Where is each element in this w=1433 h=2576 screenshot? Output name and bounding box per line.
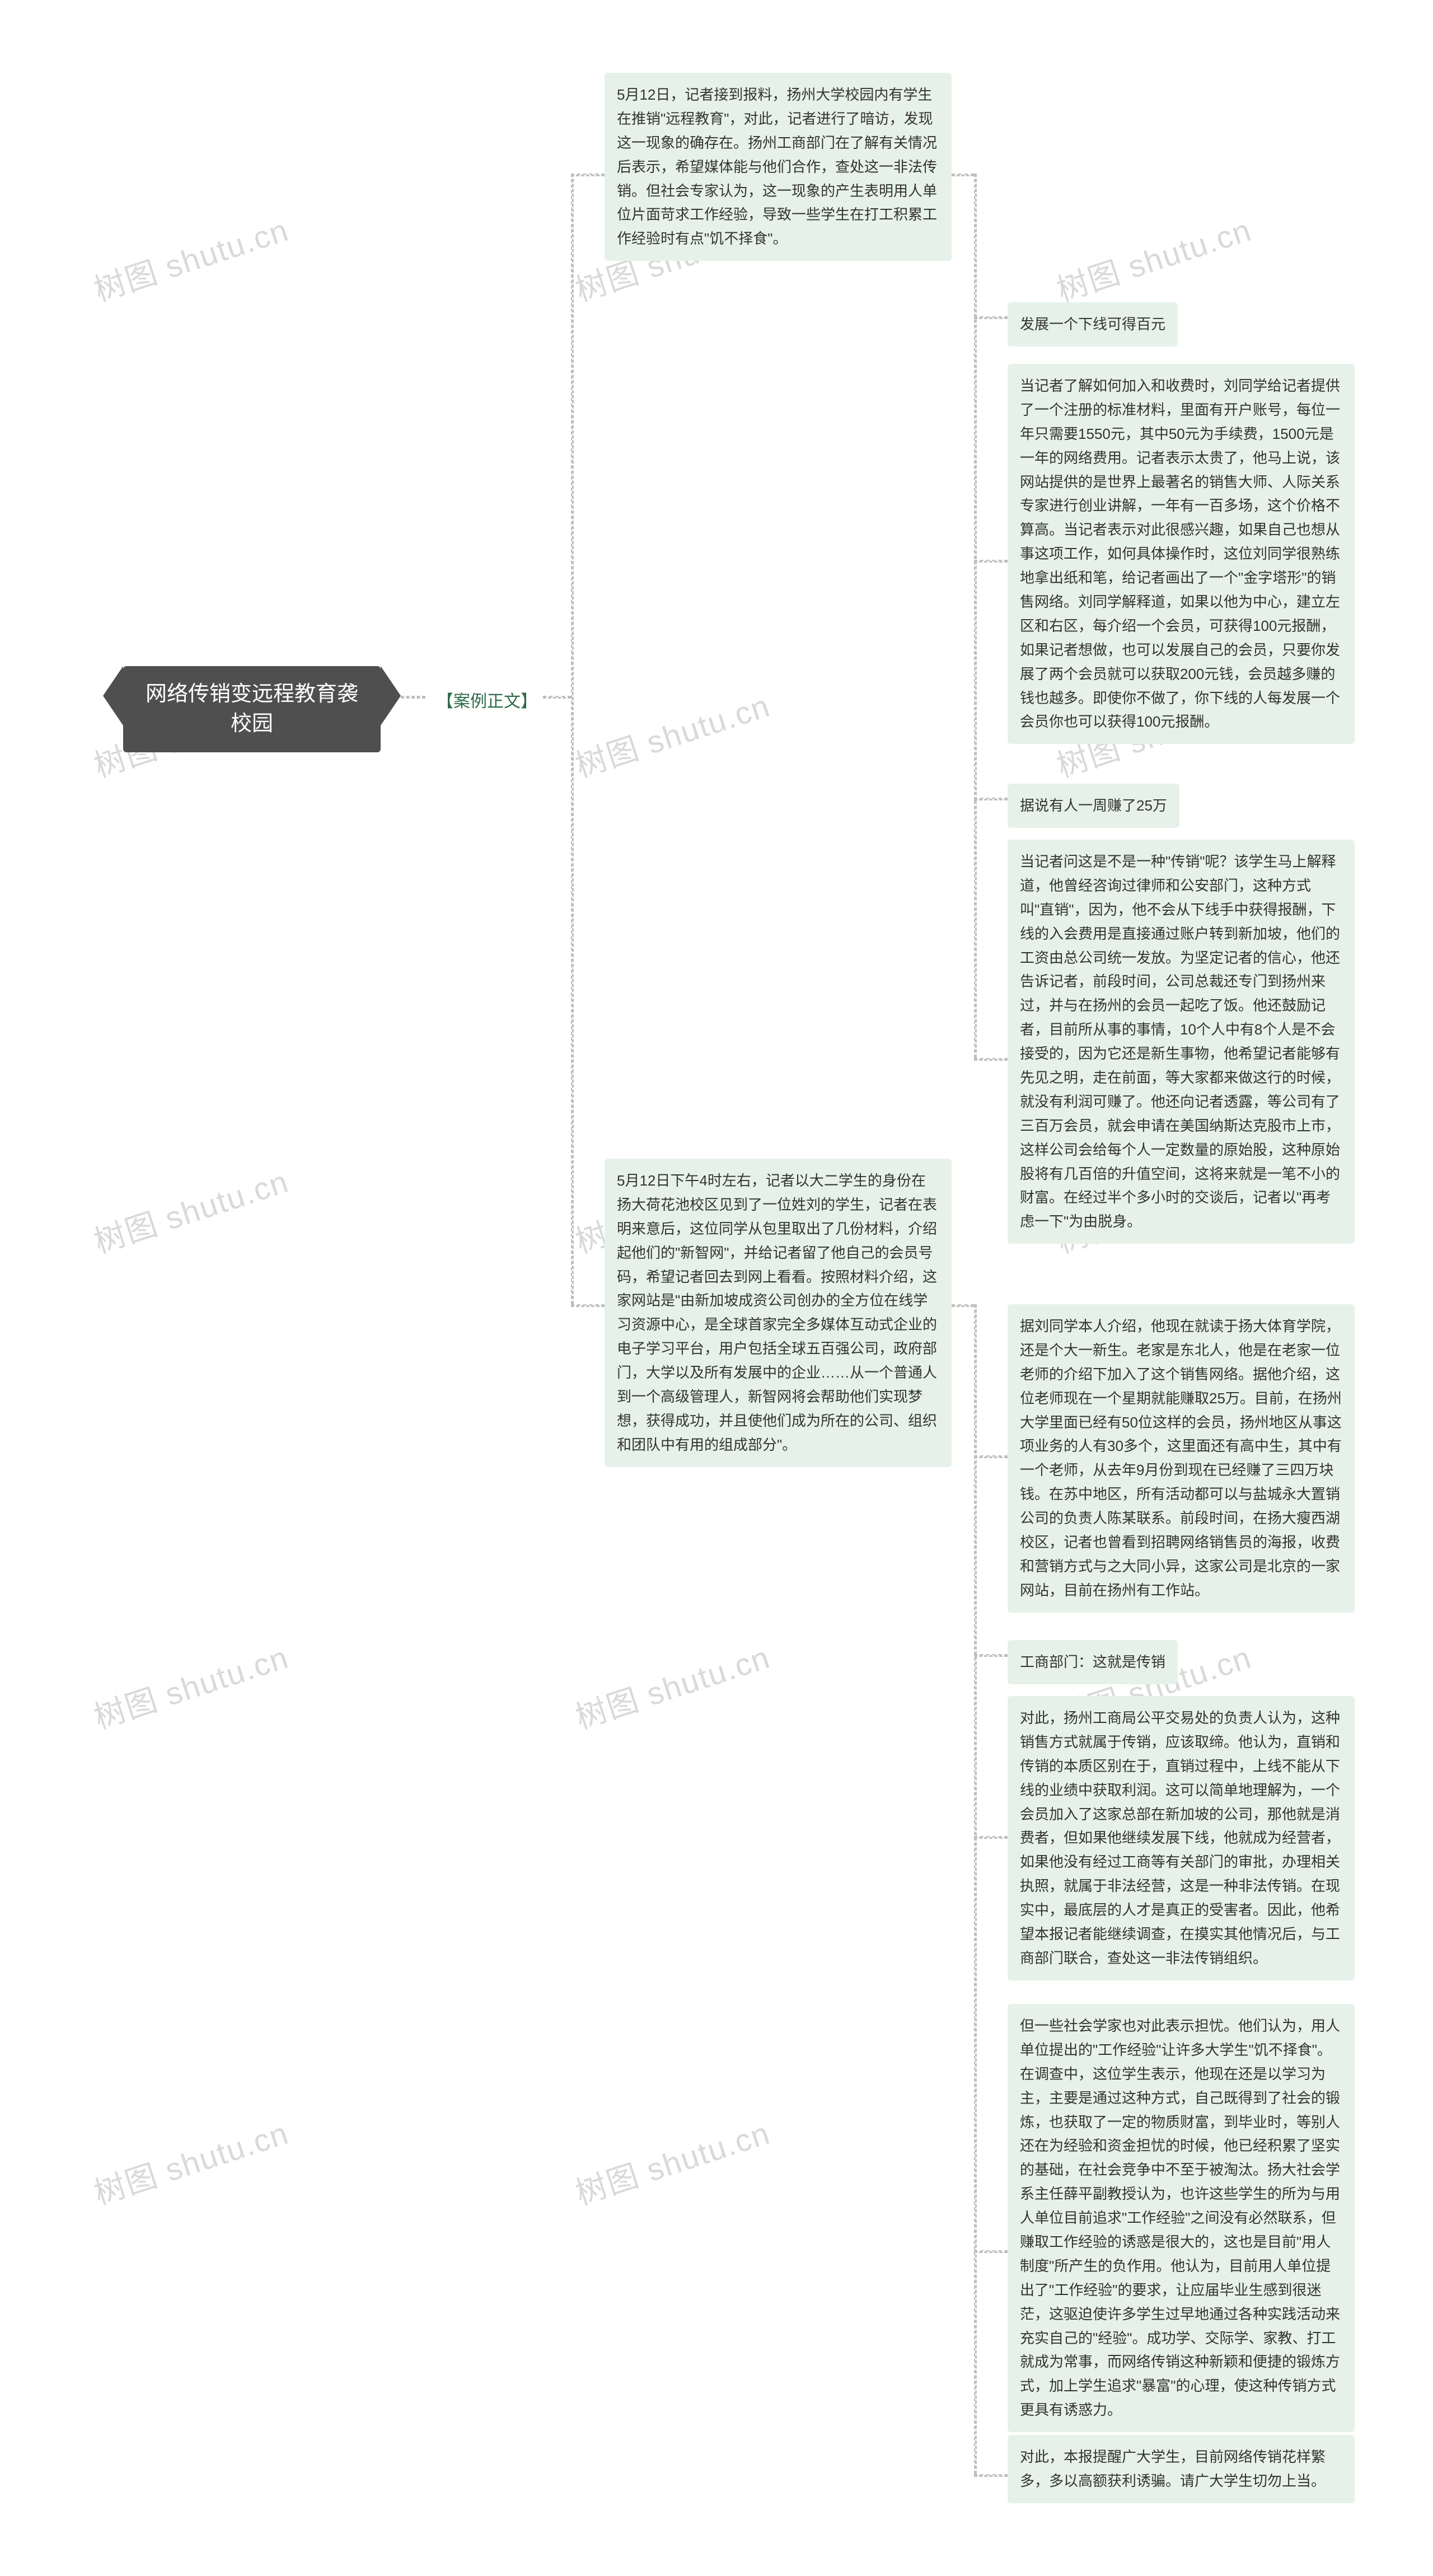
connector bbox=[571, 1304, 605, 1307]
connector bbox=[974, 1058, 1008, 1061]
watermark: 树图 shutu.cn bbox=[1050, 205, 1257, 311]
paragraph-direct-sales[interactable]: 当记者问这是不是一种"传销"呢？该学生马上解释道，他曾经咨询过律师和公安部门，这… bbox=[1008, 840, 1355, 1244]
connector bbox=[974, 2474, 1008, 2477]
connector bbox=[571, 174, 605, 176]
connector bbox=[974, 800, 977, 1058]
paragraph-commerce-opinion[interactable]: 对此，扬州工商局公平交易处的负责人认为，这种销售方式就属于传销，应该取缔。他认为… bbox=[1008, 1696, 1355, 1980]
connector bbox=[974, 1654, 1008, 1657]
connector bbox=[401, 696, 425, 699]
watermark: 树图 shutu.cn bbox=[569, 1632, 775, 1738]
heading-250k[interactable]: 据说有人一周赚了25万 bbox=[1008, 784, 1179, 828]
intro-paragraph[interactable]: 5月12日，记者接到报料，扬州大学校园内有学生在推销"远程教育"，对此，记者进行… bbox=[605, 73, 952, 261]
watermark: 树图 shutu.cn bbox=[87, 2108, 294, 2214]
connector bbox=[974, 1455, 1008, 1458]
connector bbox=[571, 174, 574, 1304]
connector bbox=[974, 1836, 1008, 1839]
connector bbox=[974, 798, 1008, 800]
connector bbox=[952, 1304, 974, 1307]
heading-downline[interactable]: 发展一个下线可得百元 bbox=[1008, 302, 1178, 346]
watermark: 树图 shutu.cn bbox=[569, 2108, 775, 2214]
paragraph-sociologist[interactable]: 但一些社会学家也对此表示担忧。他们认为，用人单位提出的"工作经验"让许多大学生"… bbox=[1008, 2004, 1355, 2432]
heading-commerce-dept[interactable]: 工商部门：这就是传销 bbox=[1008, 1640, 1178, 1684]
mindmap-canvas: 树图 shutu.cn 树图 shutu.cn 树图 shutu.cn 树图 s… bbox=[0, 0, 1433, 2576]
connector bbox=[974, 174, 977, 800]
connector bbox=[974, 560, 1008, 563]
connector bbox=[974, 2250, 1008, 2253]
watermark: 树图 shutu.cn bbox=[569, 681, 775, 786]
connector bbox=[974, 316, 1008, 319]
watermark: 树图 shutu.cn bbox=[87, 205, 294, 311]
root-node[interactable]: 网络传销变远程教育袭校园 bbox=[123, 666, 381, 752]
paragraph-fees[interactable]: 当记者了解如何加入和收费时，刘同学给记者提供了一个注册的标准材料，里面有开户账号… bbox=[1008, 364, 1355, 744]
visit-paragraph[interactable]: 5月12日下午4时左右，记者以大二学生的身份在扬大荷花池校区见到了一位姓刘的学生… bbox=[605, 1159, 952, 1467]
connector bbox=[952, 174, 974, 176]
watermark: 树图 shutu.cn bbox=[87, 1156, 294, 1262]
watermark: 树图 shutu.cn bbox=[87, 1632, 294, 1738]
paragraph-warning[interactable]: 对此，本报提醒广大学生，目前网络传销花样繁多，多以高额获利诱骗。请广大学生切勿上… bbox=[1008, 2435, 1355, 2503]
connector bbox=[974, 1304, 977, 2474]
paragraph-liu-background[interactable]: 据刘同学本人介绍，他现在就读于扬大体育学院，还是个大一新生。老家是东北人，他是在… bbox=[1008, 1304, 1355, 1613]
section-label[interactable]: 【案例正文】 bbox=[425, 680, 549, 724]
